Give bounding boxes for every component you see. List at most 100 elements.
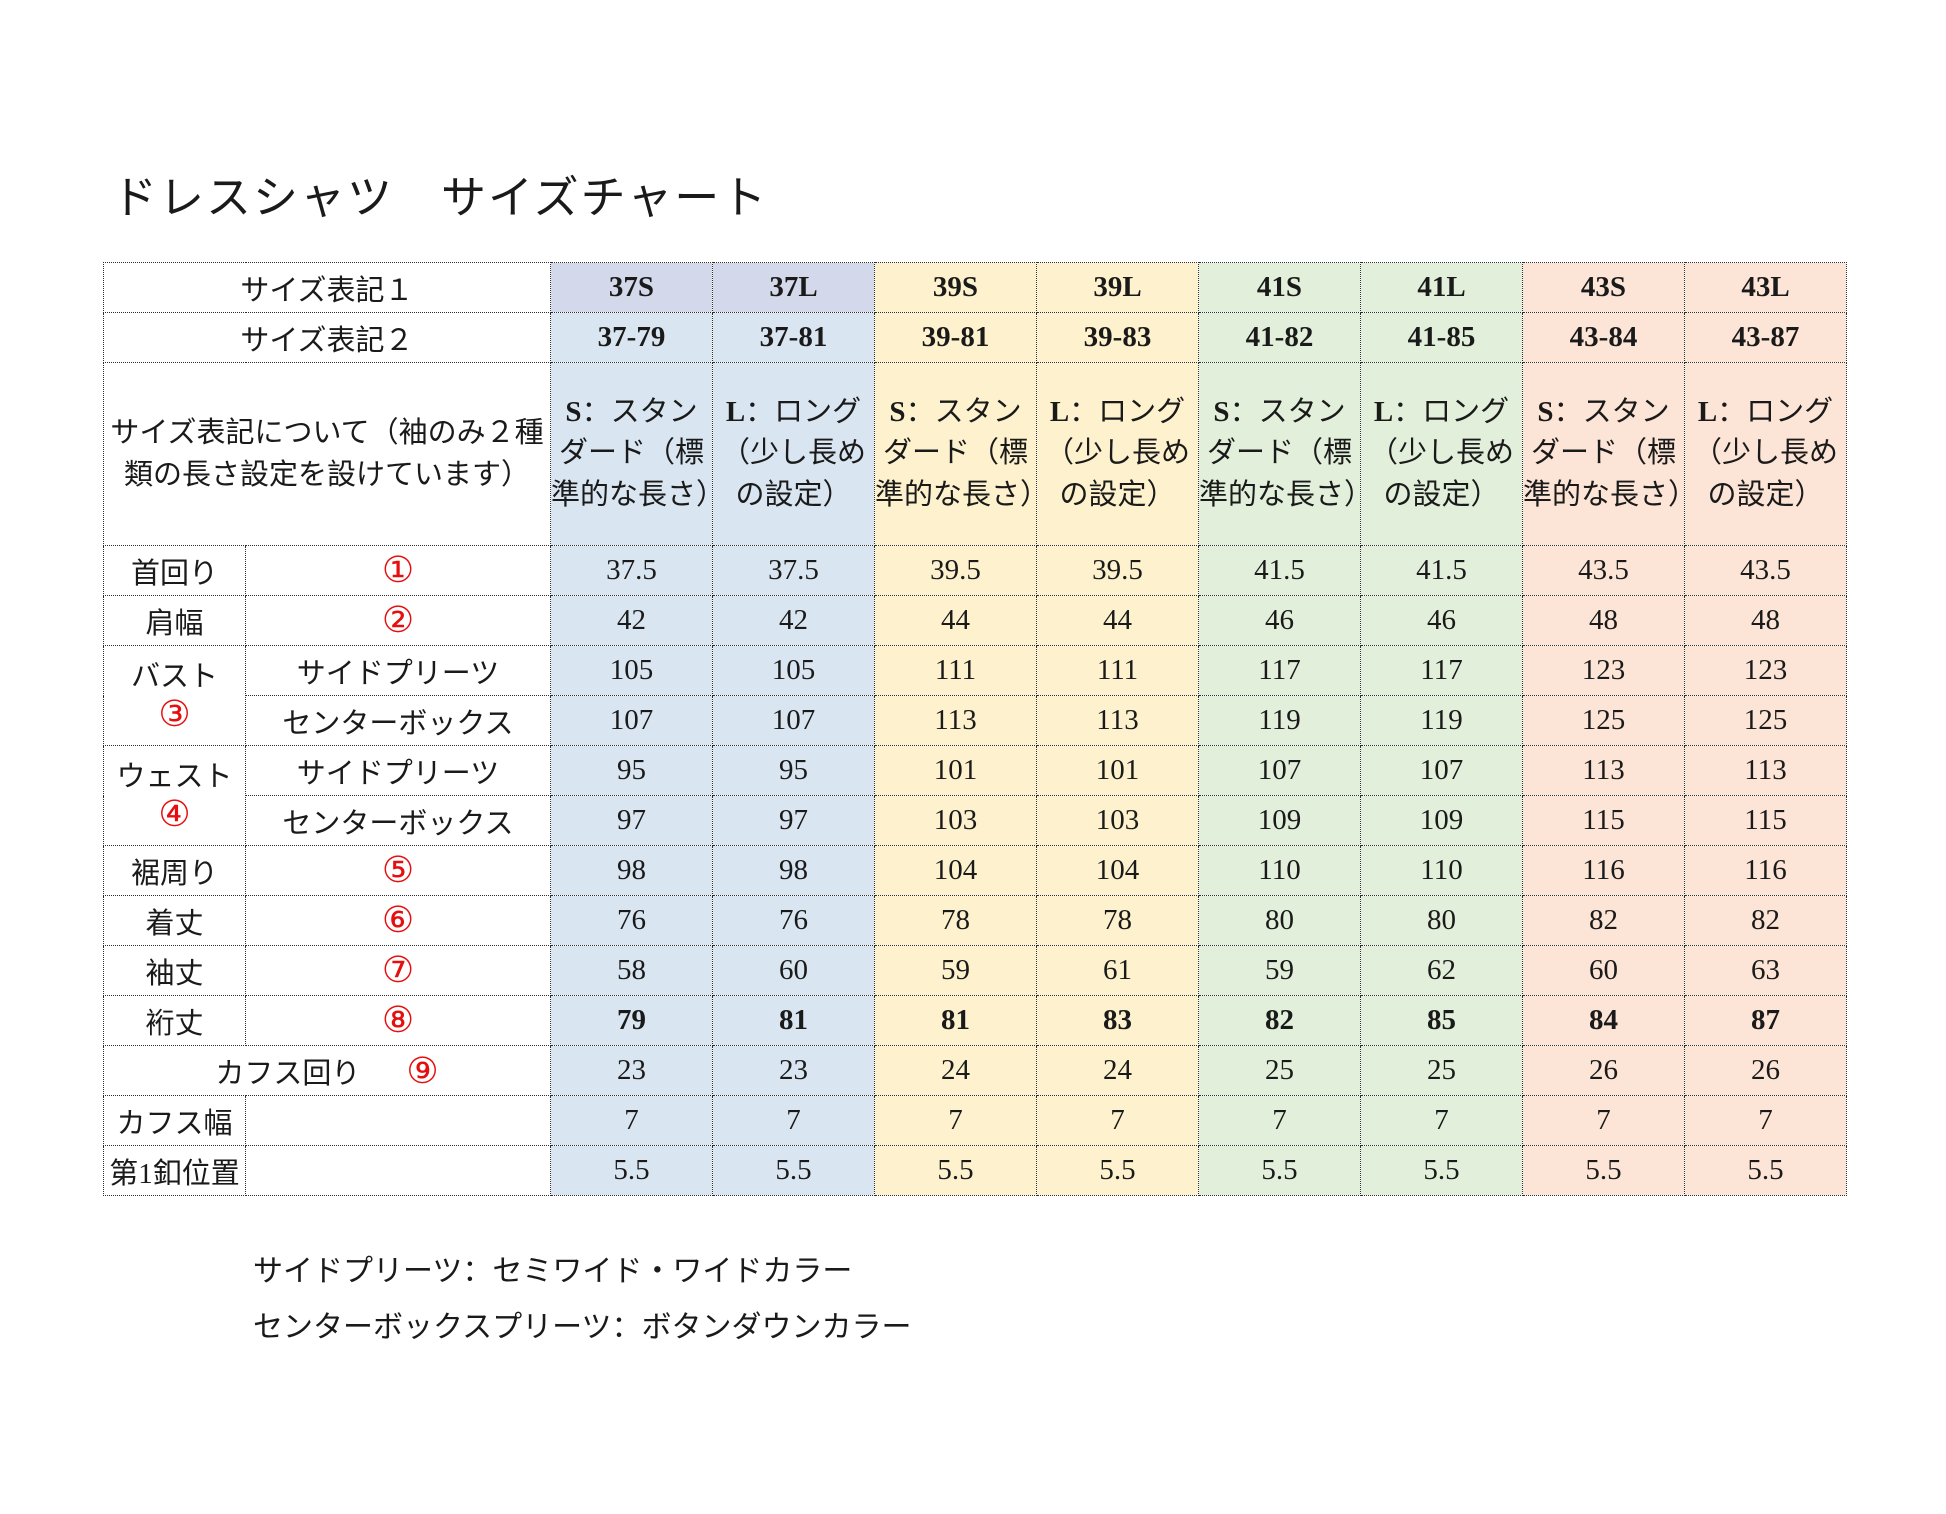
table-row: 裾周り ⑤ 98 98 104 104 110 110 116 116 xyxy=(103,845,1847,896)
table-row: 袖丈 ⑦ 58 60 59 61 59 62 60 63 xyxy=(103,945,1847,996)
value-cell: 111 xyxy=(874,645,1037,696)
type-letter: L xyxy=(1049,396,1070,429)
type-letter: S xyxy=(565,396,582,429)
marker-cell: ⑤ xyxy=(245,845,551,896)
value-cell: 85 xyxy=(1360,995,1523,1046)
type-text: ：スタンダード（標準的な長さ） xyxy=(1523,396,1685,511)
measure-label: カフス回り xyxy=(215,1057,361,1090)
value-cell: 42 xyxy=(550,595,713,646)
table-row-about: サイズ表記について（袖のみ２種類の長さ設定を設けています） S：スタンダード（標… xyxy=(103,362,1847,546)
value-cell: 37.5 xyxy=(712,545,875,596)
type-text: ：スタンダード（標準的な長さ） xyxy=(551,396,713,511)
about-label: サイズ表記について（袖のみ２種類の長さ設定を設けています） xyxy=(103,362,551,546)
value-cell: 5.5 xyxy=(1522,1145,1685,1196)
size-code-cell: 41L xyxy=(1360,262,1523,313)
value-cell: 5.5 xyxy=(712,1145,875,1196)
value-cell: 110 xyxy=(1360,845,1523,896)
table-row: カフス幅 7 7 7 7 7 7 7 7 xyxy=(103,1095,1847,1146)
value-cell: 84 xyxy=(1522,995,1685,1046)
value-cell: 7 xyxy=(1360,1095,1523,1146)
table-row: センターボックス 107 107 113 113 119 119 125 125 xyxy=(104,695,1847,746)
type-letter: S xyxy=(889,396,906,429)
value-cell: 105 xyxy=(550,645,713,696)
circled-number: ⑥ xyxy=(381,899,415,940)
marker-cell: ⑧ xyxy=(245,995,551,1046)
measure-label-merged: カフス回り ⑨ xyxy=(103,1045,551,1096)
size-code-cell: 43S xyxy=(1522,262,1685,313)
type-desc-s: S：スタンダード（標準的な長さ） xyxy=(1522,362,1685,546)
value-cell: 25 xyxy=(1198,1045,1361,1096)
value-cell: 113 xyxy=(874,695,1037,746)
value-cell: 43.5 xyxy=(1522,545,1685,596)
type-letter: S xyxy=(1537,396,1554,429)
value-cell: 116 xyxy=(1522,845,1685,896)
value-cell: 60 xyxy=(1522,945,1685,996)
value-cell: 5.5 xyxy=(874,1145,1037,1196)
value-cell: 59 xyxy=(1198,945,1361,996)
row-label-size1: サイズ表記１ xyxy=(103,262,551,313)
measure-label: カフス幅 xyxy=(103,1095,246,1146)
circled-number: ② xyxy=(381,599,415,640)
value-cell: 5.5 xyxy=(1684,1145,1847,1196)
circled-number: ⑧ xyxy=(381,999,415,1040)
circled-number: ③ xyxy=(158,693,191,734)
value-cell: 80 xyxy=(1360,895,1523,946)
value-cell: 119 xyxy=(1198,695,1361,746)
group-name: バスト xyxy=(130,661,218,694)
size-code-cell: 43L xyxy=(1684,262,1847,313)
value-cell: 76 xyxy=(712,895,875,946)
footnote-center-box-pleats: センターボックスプリーツ：ボタンダウンカラー xyxy=(253,1311,912,1344)
row-label-size2: サイズ表記２ xyxy=(103,312,551,363)
value-cell: 110 xyxy=(1198,845,1361,896)
type-letter: S xyxy=(1213,396,1230,429)
value-cell: 5.5 xyxy=(1360,1145,1523,1196)
pleat-type-label: センターボックス xyxy=(245,695,551,746)
type-text: ：スタンダード（標準的な長さ） xyxy=(875,396,1037,511)
value-cell: 60 xyxy=(712,945,875,996)
type-text: ：スタンダード（標準的な長さ） xyxy=(1199,396,1361,511)
size-code-cell: 39S xyxy=(874,262,1037,313)
size-chart-table: サイズ表記１ 37S 37L 39S 39L 41S 41L 43S 43L サ… xyxy=(103,262,1847,1196)
value-cell: 7 xyxy=(712,1095,875,1146)
value-cell: 107 xyxy=(550,695,713,746)
value-cell: 44 xyxy=(1036,595,1199,646)
value-cell: 62 xyxy=(1360,945,1523,996)
value-cell: 24 xyxy=(1036,1045,1199,1096)
value-cell: 26 xyxy=(1684,1045,1847,1096)
value-cell: 109 xyxy=(1198,795,1361,846)
size-code2-cell: 37-81 xyxy=(712,312,875,363)
value-cell: 7 xyxy=(1198,1095,1361,1146)
size-code-cell: 39L xyxy=(1036,262,1199,313)
type-text: ：ロング（少し長めの設定） xyxy=(1692,396,1838,511)
type-desc-l: L：ロング（少し長めの設定） xyxy=(1036,362,1199,546)
value-cell: 7 xyxy=(1522,1095,1685,1146)
value-cell: 76 xyxy=(550,895,713,946)
value-cell: 43.5 xyxy=(1684,545,1847,596)
value-cell: 26 xyxy=(1522,1045,1685,1096)
pleat-type-label: サイドプリーツ xyxy=(245,745,551,796)
value-cell: 41.5 xyxy=(1198,545,1361,596)
group-name: ウェスト xyxy=(116,761,233,794)
value-cell: 125 xyxy=(1684,695,1847,746)
size-code2-cell: 41-85 xyxy=(1360,312,1523,363)
value-cell: 7 xyxy=(550,1095,713,1146)
type-letter: L xyxy=(1373,396,1394,429)
value-cell: 111 xyxy=(1036,645,1199,696)
table-row: 首回り ① 37.5 37.5 39.5 39.5 41.5 41.5 43.5… xyxy=(103,545,1847,596)
value-cell: 115 xyxy=(1522,795,1685,846)
value-cell: 101 xyxy=(1036,745,1199,796)
type-text: ：ロング（少し長めの設定） xyxy=(720,396,866,511)
measure-label: 着丈 xyxy=(103,895,246,946)
value-cell: 113 xyxy=(1684,745,1847,796)
value-cell: 39.5 xyxy=(1036,545,1199,596)
size-code-cell: 37S xyxy=(550,262,713,313)
value-cell: 98 xyxy=(712,845,875,896)
value-cell: 101 xyxy=(874,745,1037,796)
value-cell: 7 xyxy=(1036,1095,1199,1146)
type-text: ：ロング（少し長めの設定） xyxy=(1044,396,1190,511)
value-cell: 59 xyxy=(874,945,1037,996)
measure-label: 裄丈 xyxy=(103,995,246,1046)
size-code-cell: 37L xyxy=(712,262,875,313)
value-cell: 80 xyxy=(1198,895,1361,946)
